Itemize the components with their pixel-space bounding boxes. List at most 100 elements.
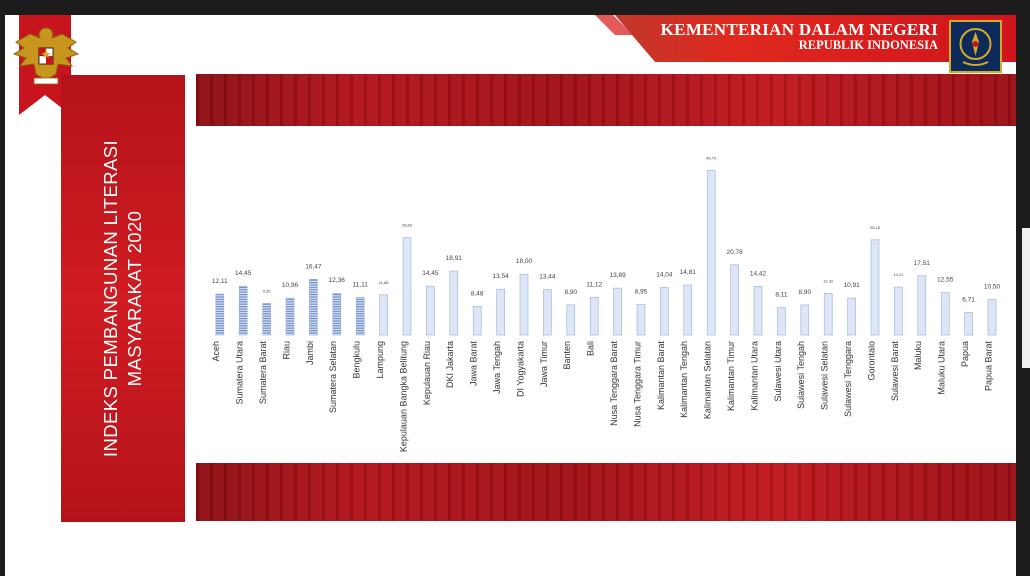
value-label: 9,35 xyxy=(263,288,272,293)
category-label: Kepulauan Bangka Belitung xyxy=(398,341,408,452)
value-label: 14,21 xyxy=(893,272,904,277)
bar-sulawesi-utara xyxy=(777,307,786,336)
value-label: 14,42 xyxy=(750,270,767,277)
library-banner-bottom xyxy=(196,463,1016,521)
category-label: Lampung xyxy=(375,341,385,379)
value-label: 18,91 xyxy=(446,255,463,262)
value-label: 8,90 xyxy=(564,289,577,296)
bar-nusa-tenggara-barat xyxy=(613,287,622,336)
category-label: DI Yogyakarta xyxy=(515,341,525,397)
value-label: 13,54 xyxy=(492,273,509,280)
bar-maluku xyxy=(917,275,927,336)
value-label: 17,51 xyxy=(914,260,931,267)
category-label: Maluku Utara xyxy=(937,341,947,395)
side-title-line2: MASYARAKAT 2020 xyxy=(124,210,145,387)
category-label: Aceh xyxy=(211,341,221,362)
value-label: 14,45 xyxy=(235,270,252,277)
category-label: Sulawesi Selatan xyxy=(820,341,830,410)
category-label: Jawa Timur xyxy=(539,341,549,387)
category-label: DKI Jakarta xyxy=(445,341,455,388)
value-label: 11,12 xyxy=(586,281,602,288)
value-label: 12,32 xyxy=(823,278,834,283)
bar-kalimantan-utara xyxy=(753,286,763,336)
category-label: Sulawesi Utara xyxy=(773,341,783,402)
category-label: Maluku xyxy=(913,341,923,370)
value-label: 48,70 xyxy=(706,155,717,160)
bar-kalimantan-timur xyxy=(730,264,739,336)
value-label: 8,95 xyxy=(635,289,648,296)
category-label: Sumatera Barat xyxy=(258,341,268,405)
bar-gorontalo xyxy=(870,239,880,336)
value-label: 6,71 xyxy=(962,296,975,303)
category-label: Kalimantan Selatan xyxy=(703,341,713,419)
value-label: 18,00 xyxy=(516,258,533,265)
value-label: 14,45 xyxy=(422,270,439,277)
value-label: 10,96 xyxy=(282,282,299,289)
value-label: 8,48 xyxy=(471,290,484,297)
bar-bali xyxy=(589,297,599,336)
presentation-slide: KEMENTERIAN DALAM NEGERI REPUBLIK INDONE… xyxy=(5,15,1016,576)
category-label: Banten xyxy=(562,341,572,370)
category-label: Nusa Tenggara Barat xyxy=(609,341,619,426)
value-label: 8,90 xyxy=(798,289,811,296)
bar-banten xyxy=(566,304,576,336)
bar-kalimantan-selatan xyxy=(706,170,716,336)
bar-kalimantan-barat xyxy=(660,287,669,336)
category-label: Jawa Tengah xyxy=(492,341,502,394)
category-label: Jambi xyxy=(305,341,315,365)
bar-papua xyxy=(964,312,973,336)
value-label: 12,36 xyxy=(329,277,346,284)
category-label: Jawa Barat xyxy=(469,341,479,387)
category-label: Sulawesi Barat xyxy=(890,341,900,402)
value-label: 10,91 xyxy=(843,282,860,289)
bar-sulawesi-selatan xyxy=(823,293,833,336)
category-label: Nusa Tenggara Timur xyxy=(632,341,642,427)
bar-kalimantan-tengah xyxy=(683,284,693,336)
ministry-emblem-icon xyxy=(949,20,1002,73)
bar-sumatera-selatan xyxy=(332,292,342,336)
value-label: 10,50 xyxy=(984,284,1001,291)
value-label: 20,78 xyxy=(726,249,743,256)
side-title-panel: INDEKS PEMBANGUNAN LITERASI MASYARAKAT 2… xyxy=(61,75,185,522)
category-label: Kalimantan Barat xyxy=(656,341,666,411)
category-label: Bali xyxy=(586,341,596,356)
side-title: INDEKS PEMBANGUNAN LITERASI MASYARAKAT 2… xyxy=(61,75,185,522)
bar-di-yogyakarta xyxy=(519,273,529,336)
category-label: Papua Barat xyxy=(983,341,993,392)
bar-jambi xyxy=(309,279,318,336)
bar-sulawesi-tengah xyxy=(800,304,810,336)
value-label: 28,83 xyxy=(402,223,413,228)
bar-kepulauan-bangka-belitung xyxy=(402,237,412,336)
ministry-subtitle: REPUBLIK INDONESIA xyxy=(798,38,938,52)
value-label: 13,89 xyxy=(609,272,626,279)
value-label: 14,04 xyxy=(656,272,673,279)
bar-jawa-tengah xyxy=(496,288,505,336)
value-label: 16,47 xyxy=(305,263,322,270)
bar-riau xyxy=(285,297,295,336)
value-label: 14,81 xyxy=(680,269,697,276)
category-label: Kepulauan Riau xyxy=(422,341,432,405)
bar-sulawesi-barat xyxy=(894,286,903,336)
side-scroll-edge xyxy=(1022,228,1030,368)
value-label: 12,55 xyxy=(937,277,954,284)
bar-kepulauan-riau xyxy=(426,285,435,336)
category-label: Sumatera Utara xyxy=(235,341,245,405)
literacy-index-bar-chart: 12,11 14,45 9,35 10,96 16,47 12,36 11,11 11,88 2… xyxy=(211,155,1001,452)
bar-bengkulu xyxy=(355,297,365,336)
value-label: 8,11 xyxy=(775,292,788,299)
bar-dki-jakarta xyxy=(449,270,459,336)
bar-maluku-utara xyxy=(940,292,950,336)
bar-nusa-tenggara-timur xyxy=(636,304,646,336)
value-label: 11,11 xyxy=(353,281,369,288)
ministry-title: KEMENTERIAN DALAM NEGERI xyxy=(660,20,938,39)
category-label: Sumatera Selatan xyxy=(328,341,338,413)
category-label: Kalimantan Tengah xyxy=(679,341,689,418)
bar-sulawesi-tenggara xyxy=(847,297,856,336)
value-label: 12,11 xyxy=(212,278,228,285)
bar-jawa-timur xyxy=(543,289,552,336)
category-label: Gorontalo xyxy=(866,341,876,381)
bar-papua-barat xyxy=(987,299,997,336)
category-label: Kalimantan Timur xyxy=(726,341,736,411)
bar-jawa-barat xyxy=(472,306,482,336)
value-label: 28,18 xyxy=(870,225,881,230)
